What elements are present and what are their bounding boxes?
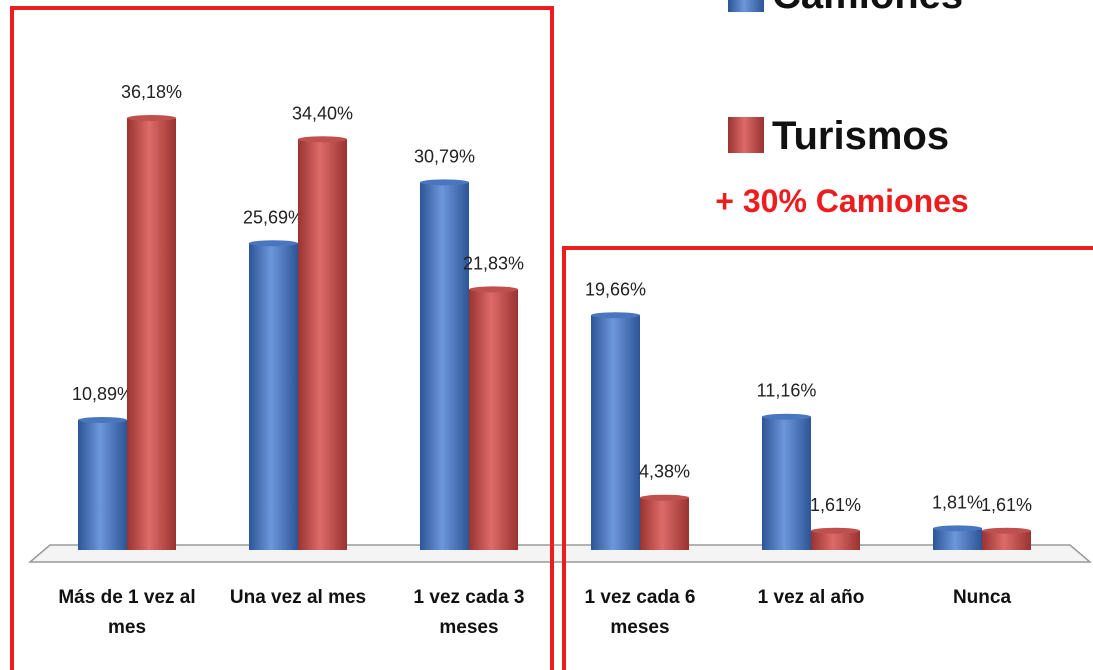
- bar: [933, 528, 982, 550]
- bar: [298, 139, 347, 550]
- bar-top: [982, 527, 1031, 534]
- legend-label: Camiones: [772, 0, 963, 17]
- bar: [762, 416, 811, 550]
- data-label: 34,40%: [292, 103, 353, 123]
- bar-top: [420, 179, 469, 186]
- bar-top: [762, 413, 811, 420]
- bar-top: [933, 525, 982, 532]
- bar: [591, 315, 640, 550]
- data-label: 19,66%: [585, 279, 646, 299]
- data-label: 36,18%: [121, 82, 182, 102]
- floor: [27, 544, 1093, 563]
- bar-top: [640, 494, 689, 501]
- data-label: 21,83%: [463, 253, 524, 273]
- highlight-box: [10, 6, 554, 670]
- legend-swatch: [728, 117, 764, 153]
- bar-top: [811, 527, 860, 534]
- bar: [127, 118, 176, 550]
- data-label: 1,81%: [932, 492, 983, 512]
- x-tick-label: Nunca: [952, 587, 1012, 608]
- bar: [78, 419, 127, 550]
- data-label: 10,89%: [72, 384, 133, 404]
- bar: [249, 243, 298, 550]
- bar: [420, 182, 469, 550]
- legend-label: Turismos: [772, 114, 949, 158]
- bar: [811, 530, 860, 550]
- bar-top: [127, 115, 176, 122]
- annotation: + 30% Camiones: [715, 183, 968, 219]
- x-tick-label: Una vez al mes: [229, 587, 367, 608]
- bar-top: [249, 240, 298, 247]
- bar-top: [591, 312, 640, 319]
- bar: [469, 289, 518, 550]
- bar-top: [298, 136, 347, 143]
- data-label: 1,61%: [981, 495, 1032, 515]
- x-tick-label: 1 vez cada 6 meses: [584, 587, 696, 638]
- legend-swatch: [728, 0, 764, 12]
- data-label: 25,69%: [243, 207, 304, 227]
- bar: [640, 497, 689, 550]
- x-tick-label: 1 vez cada 3 meses: [413, 587, 525, 638]
- bar-top: [78, 416, 127, 423]
- x-tick-label: 1 vez al año: [757, 587, 865, 608]
- data-label: 1,61%: [810, 495, 861, 515]
- data-label: 30,79%: [414, 146, 475, 166]
- bar-top: [469, 286, 518, 293]
- bar: [982, 530, 1031, 550]
- data-label: 4,38%: [639, 462, 690, 482]
- highlight-box: [562, 246, 1093, 670]
- data-label: 11,16%: [757, 381, 817, 401]
- x-tick-label: Más de 1 vez al mes: [58, 587, 196, 638]
